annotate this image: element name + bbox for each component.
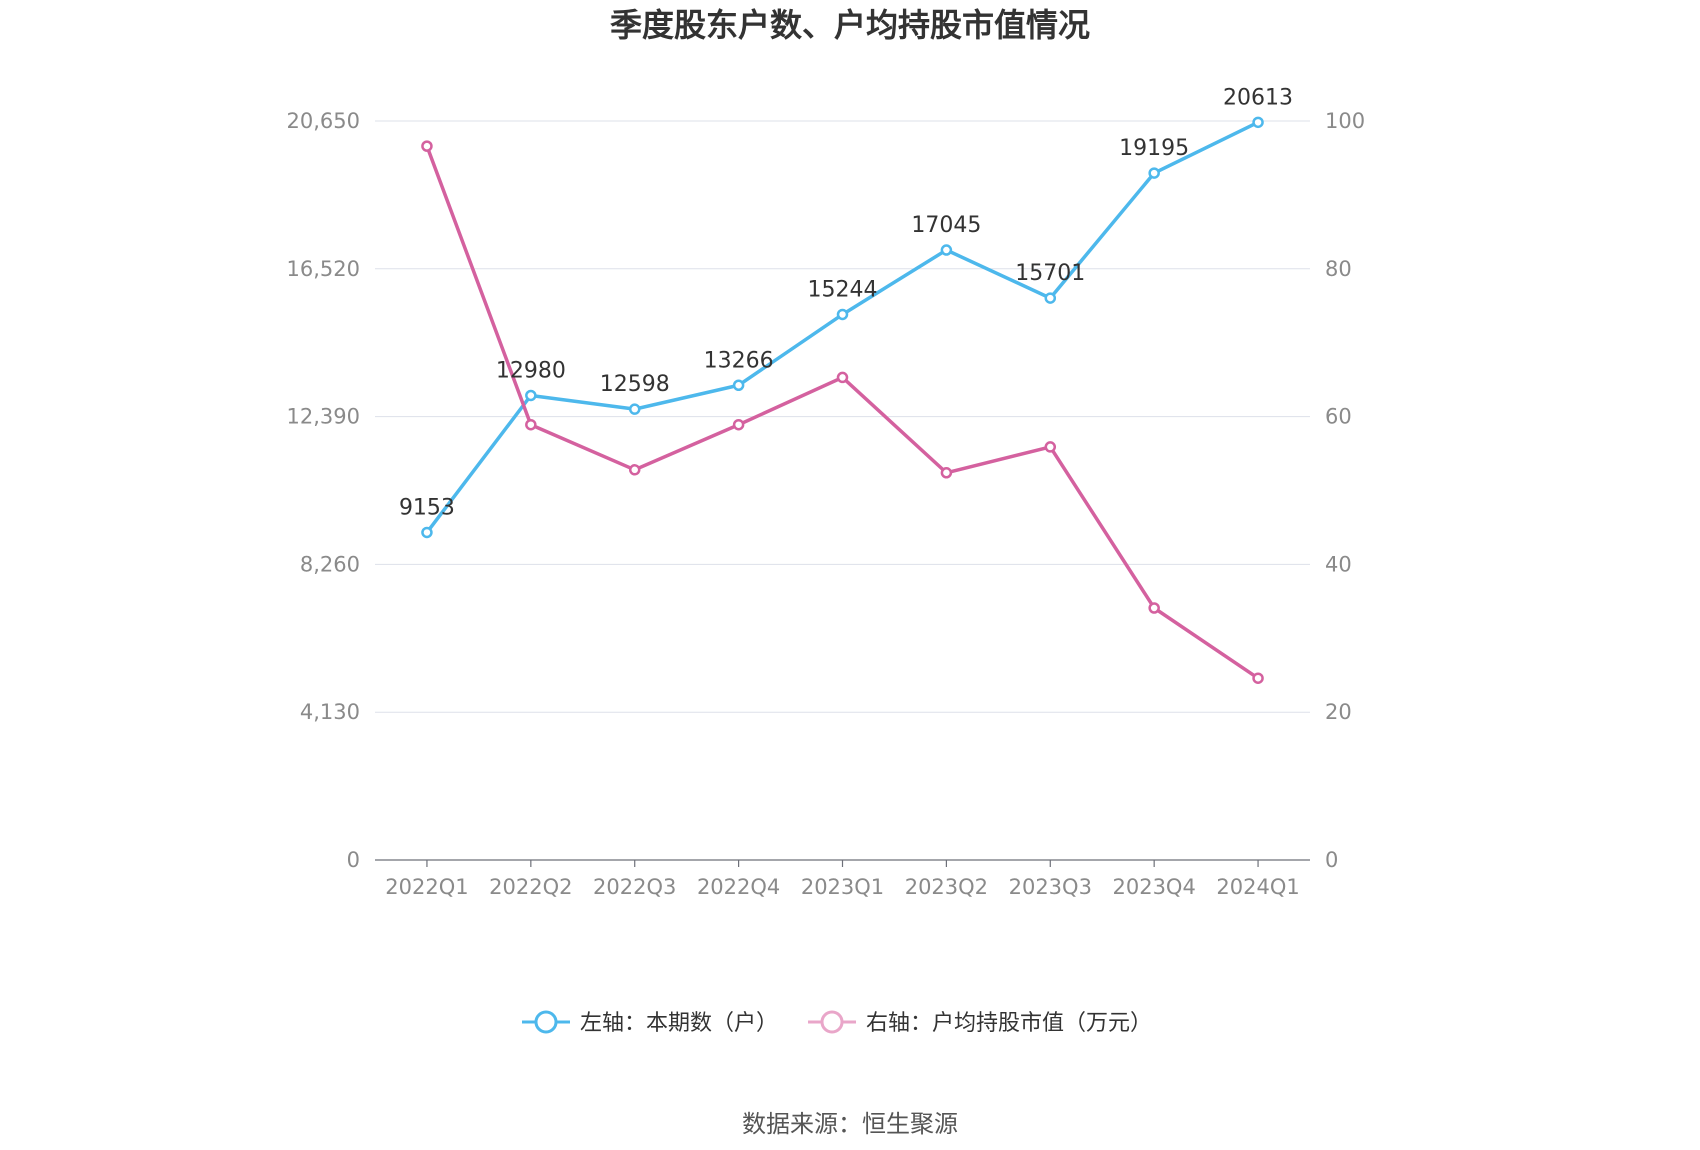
data-point[interactable]: [732, 379, 745, 392]
legend-item[interactable]: 右轴：户均持股市值（万元）: [808, 1010, 1152, 1036]
data-label: 9153: [399, 495, 455, 520]
x-axis-tick-label: 2022Q1: [385, 875, 468, 899]
x-axis-tick-label: 2023Q4: [1112, 875, 1195, 899]
data-point[interactable]: [1252, 116, 1264, 129]
x-axis-tick-label: 2023Q3: [1009, 875, 1092, 899]
data-point[interactable]: [525, 389, 537, 402]
x-axis-tick-label: 2022Q4: [697, 875, 780, 899]
legend-item[interactable]: 左轴：本期数（户）: [522, 1010, 778, 1036]
left-axis-tick-label: 4,130: [300, 700, 360, 724]
legend-label: 左轴：本期数（户）: [580, 1011, 778, 1036]
right-axis-tick-label: 60: [1325, 405, 1352, 429]
x-axis-tick-label: 2023Q1: [801, 875, 884, 899]
right-axis-tick-label: 80: [1325, 257, 1352, 281]
series: [421, 116, 1264, 684]
data-labels: 9153 12980 12598 13266 15244 17045 15701 19195 2…: [399, 85, 1293, 520]
data-label: 20613: [1223, 85, 1293, 110]
data-label: 13266: [704, 348, 774, 373]
data-point[interactable]: [421, 140, 433, 152]
right-axis-tick-label: 20: [1325, 700, 1352, 724]
left-axis-tick-label: 8,260: [300, 552, 360, 576]
data-label: 12980: [496, 358, 566, 383]
data-point[interactable]: [1148, 602, 1160, 614]
data-point[interactable]: [628, 403, 641, 415]
data-label: 12598: [600, 372, 670, 397]
left-axis-tick-label: 20,650: [287, 109, 360, 133]
data-label: 15244: [808, 277, 878, 302]
data-label: 17045: [911, 213, 981, 238]
axes: 0 4,130 8,260 12,390 16,520 20,650 0 20 40 60 80 10…: [287, 109, 1366, 899]
series-line: [425, 145, 1260, 680]
legend[interactable]: 左轴：本期数（户） 右轴：户均持股市值（万元）: [522, 1010, 1152, 1036]
data-point[interactable]: [1148, 167, 1160, 179]
source-note: 数据来源：恒生聚源: [742, 1110, 958, 1138]
legend-swatch-marker: [820, 1010, 844, 1034]
chart-title: 季度股东户数、户均持股市值情况: [610, 6, 1090, 44]
data-label: 19195: [1119, 136, 1189, 161]
left-axis-tick-label: 16,520: [287, 257, 360, 281]
data-point[interactable]: [525, 418, 537, 431]
data-point[interactable]: [1044, 441, 1057, 453]
data-point[interactable]: [732, 418, 745, 431]
left-axis-tick-label: 12,390: [287, 405, 360, 429]
data-point[interactable]: [940, 244, 953, 256]
x-axis-tick-label: 2022Q3: [593, 875, 676, 899]
left-axis-tick-label: 0: [347, 848, 360, 872]
data-label: 15701: [1015, 261, 1085, 286]
right-axis-tick-label: 100: [1325, 109, 1365, 133]
data-point[interactable]: [421, 526, 433, 539]
x-axis-tick-label: 2022Q2: [489, 875, 572, 899]
data-point[interactable]: [628, 464, 641, 476]
legend-swatch-marker: [534, 1010, 558, 1034]
right-axis-tick-label: 40: [1325, 552, 1352, 576]
data-point[interactable]: [836, 371, 849, 384]
data-point[interactable]: [1252, 672, 1264, 684]
legend-label: 右轴：户均持股市值（万元）: [866, 1011, 1152, 1036]
x-axis-tick-label: 2024Q1: [1216, 875, 1299, 899]
right-axis-tick-label: 0: [1325, 848, 1338, 872]
data-point[interactable]: [940, 467, 953, 479]
grid: [375, 120, 1310, 713]
data-point[interactable]: [836, 308, 849, 321]
x-axis-tick-label: 2023Q2: [905, 875, 988, 899]
series-line: [425, 120, 1259, 534]
data-point[interactable]: [1044, 292, 1057, 304]
